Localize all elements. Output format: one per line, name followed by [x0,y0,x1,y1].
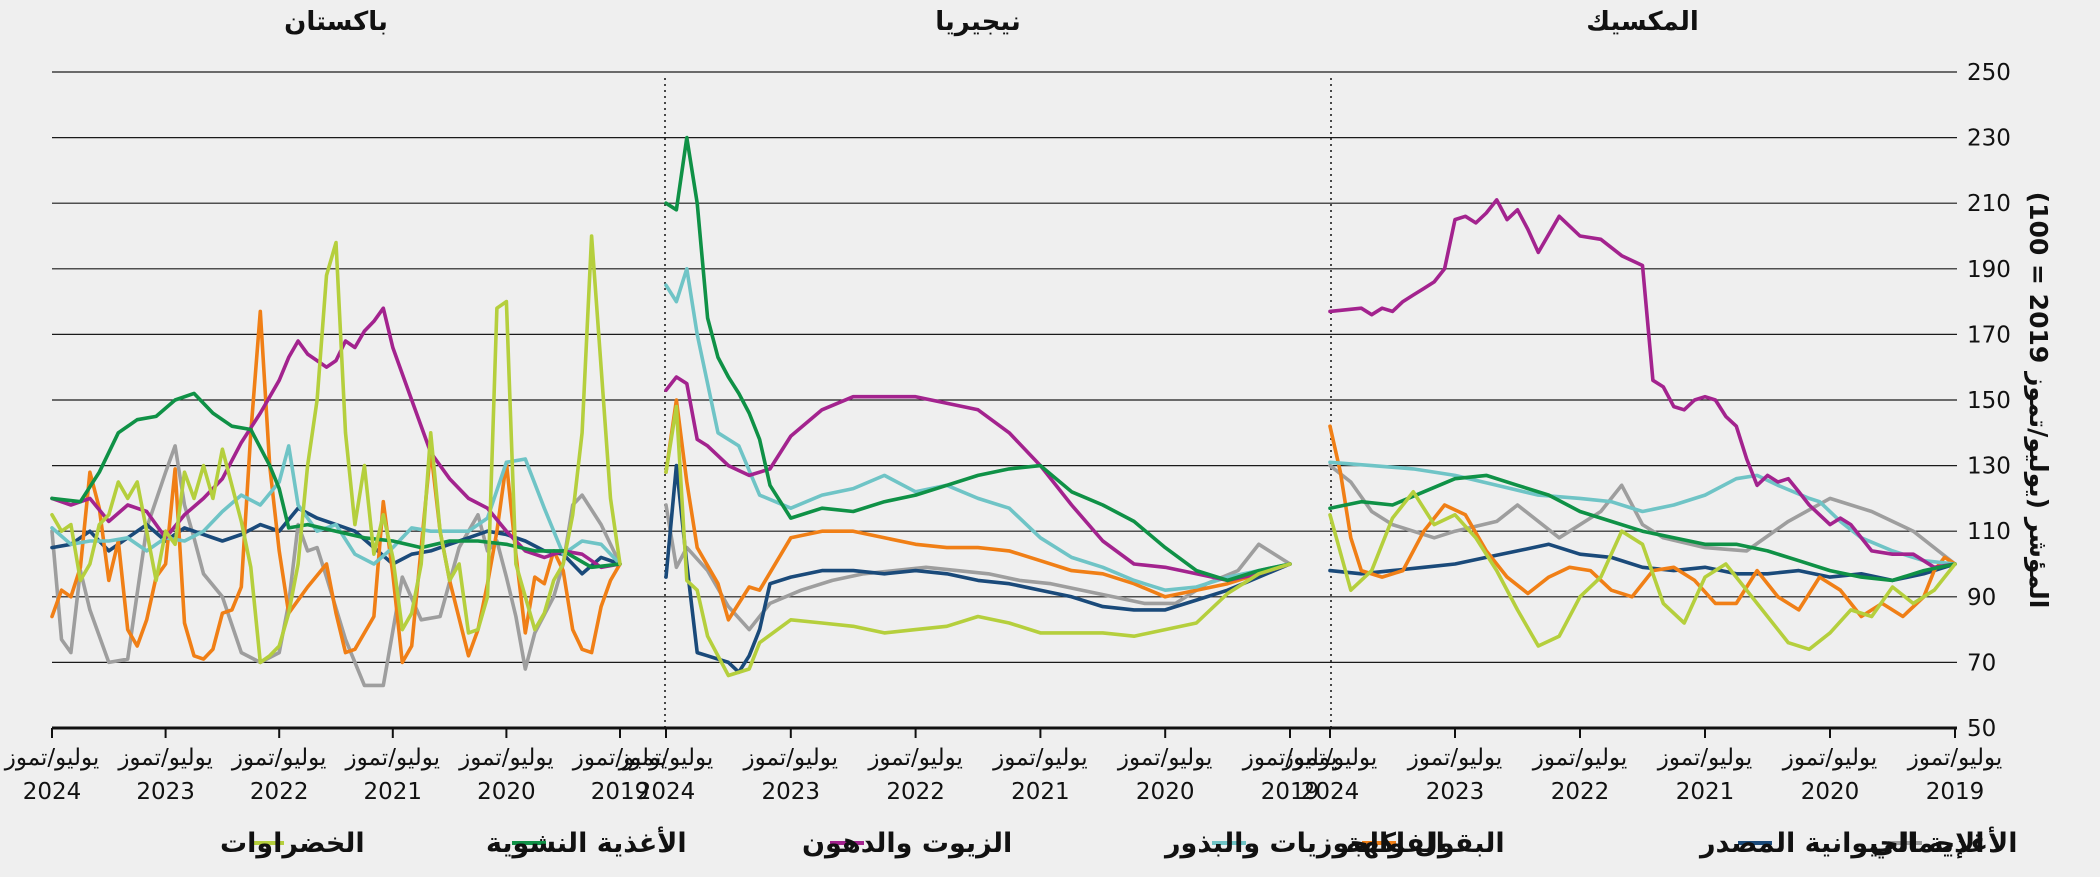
x-tick-label: يوليو/تموز [1242,745,1338,771]
x-tick-label: يوليو/تموز [618,745,714,771]
series-layer [50,135,1957,688]
y-tick-label: 170 [1967,322,2011,348]
x-tick-year: 2020 [1801,779,1860,805]
legend-label: الفاكهة [1346,828,1445,859]
x-tick-label: يوليو/تموز [572,745,668,771]
series-line [1328,473,1957,583]
x-tick-label: يوليو/تموز [1532,745,1628,771]
series-line [1328,424,1957,619]
y-tick-label: 50 [1967,716,1996,742]
x-tick-year: 2024 [637,779,696,805]
x-tick-label: يوليو/تموز [345,745,441,771]
x-tick-year: 2019 [591,779,650,805]
x-tick-label: يوليو/تموز [743,745,839,771]
panel-title: نيجيريا [935,7,1020,37]
panel-series-group [50,234,622,688]
x-tick-year: 2023 [762,779,821,805]
series-line [50,234,622,665]
x-tick-label: يوليو/تموز [1117,745,1213,771]
x-tick-year: 2021 [1676,779,1735,805]
series-line [664,463,1292,674]
legend-label: الخضراوات [220,828,365,859]
series-line [664,503,1292,632]
y-tick-label: 230 [1967,126,2011,152]
x-tick-label: يوليو/تموز [458,745,554,771]
x-tick-label: يوليو/تموز [1282,745,1378,771]
x-tick-year: 2023 [1426,779,1485,805]
legend-label: الإجمالي [1870,828,1985,859]
x-tick-label: يوليو/تموز [867,745,963,771]
x-tick-label: يوليو/تموز [1782,745,1878,771]
x-tick-year: 2020 [1136,779,1195,805]
series-line [1328,490,1957,652]
x-tick-year: 2019 [1261,779,1320,805]
x-tick-year: 2022 [250,779,309,805]
x-tick-label: يوليو/تموز [1407,745,1503,771]
y-axis-label: المؤشر (يوليو/تموز 2019 = 100) [2023,192,2053,609]
x-tick-label: يوليو/تموز [992,745,1088,771]
y-tick-label: 130 [1967,454,2011,480]
y-tick-label: 90 [1967,585,1996,611]
x-tick-label: يوليو/تموز [1657,745,1753,771]
y-tick-label: 210 [1967,191,2011,217]
x-tick-year: 2019 [1926,779,1985,805]
x-tick-year: 2024 [1301,779,1360,805]
series-line [50,506,622,576]
x-tick-year: 2021 [364,779,423,805]
x-tick-year: 2020 [477,779,536,805]
x-tick-label: يوليو/تموز [117,745,213,771]
x-tick-year: 2022 [1551,779,1610,805]
y-tick-label: 250 [1967,60,2011,86]
panel-title: المكسيك [1586,7,1699,37]
legend-label: الأغذية الحيوانية المصدر [1698,826,2018,859]
series-line [50,309,622,665]
y-tick-label: 190 [1967,257,2011,283]
panel-series-group [664,135,1292,678]
x-tick-label: يوليو/تموز [1907,745,2003,771]
series-line [50,391,622,570]
y-tick-label: 110 [1967,519,2011,545]
legend-label: الزيوت والدهون [802,828,1012,859]
series-line [664,375,1292,583]
panel-series-group [1328,198,1957,652]
x-tick-label: يوليو/تموز [4,745,100,771]
legend-label: الأغذية النشوية [486,826,687,859]
series-line [664,404,1292,678]
title-layer: المكسيك نيجيريا باكستان [284,7,1699,37]
series-line [50,306,622,570]
series-line [664,135,1292,583]
x-tick-year: 2022 [886,779,945,805]
legend-label: البقول والجوزيات والبذور [1163,828,1505,859]
x-tick-year: 2021 [1011,779,1070,805]
divider-layer [664,78,1332,728]
y-tick-label: 70 [1967,650,1996,676]
panel-title: باكستان [284,7,388,37]
x-tick-year: 2024 [23,779,82,805]
y-tick-label: 150 [1967,388,2011,414]
grid-layer [52,71,1957,664]
series-line [1328,463,1957,566]
axis-layer: 50 70 90 110 130 150 170 190 210 230 250 يوليو/تموز… [4,60,2011,805]
series-line [664,267,1292,592]
x-tick-year: 2023 [136,779,195,805]
x-tick-label: يوليو/تموز [231,745,327,771]
series-line [1328,198,1957,570]
series-line [664,398,1292,622]
